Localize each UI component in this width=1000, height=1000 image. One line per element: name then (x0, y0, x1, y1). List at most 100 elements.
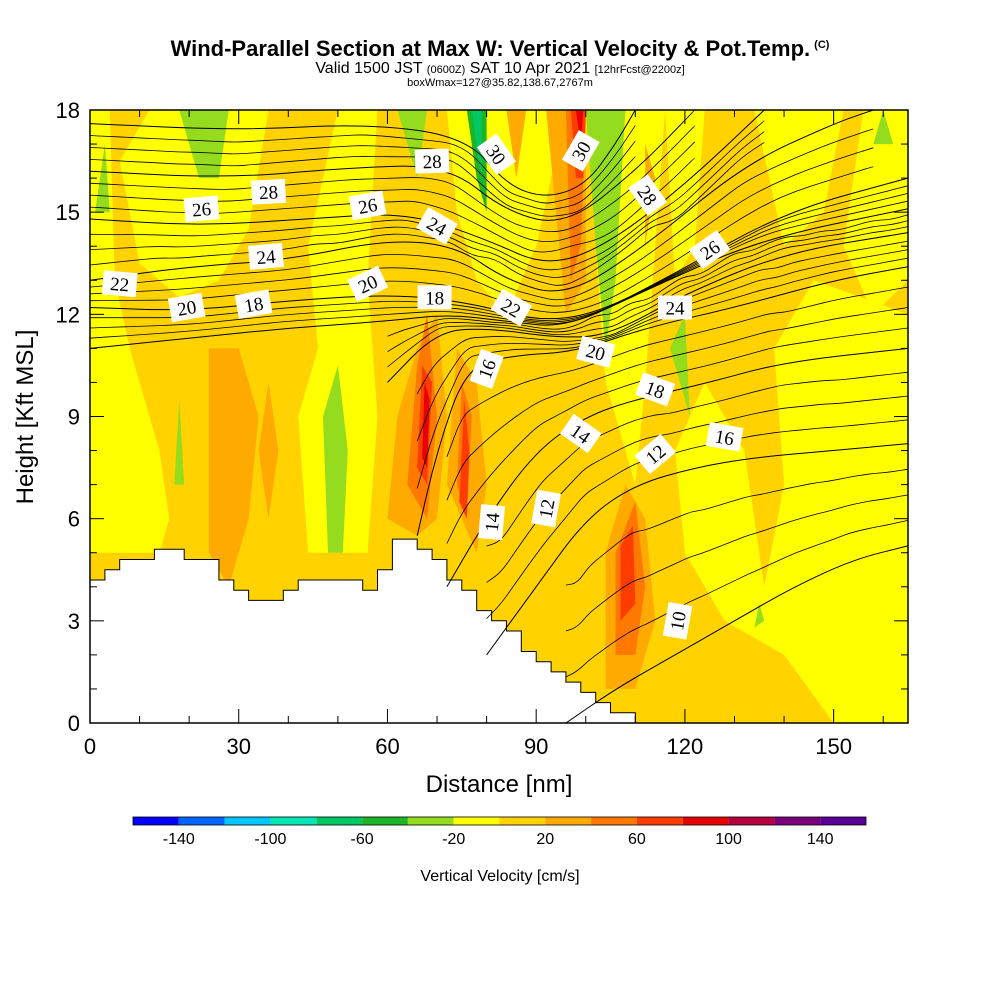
contour-label-2: 18 (234, 289, 273, 319)
valid-date: SAT 10 Apr 2021 (469, 60, 591, 77)
terrain-outline (90, 538, 908, 724)
contour-label-box (348, 190, 387, 221)
contour-label-box (478, 504, 506, 541)
colorbar-segment-8 (499, 817, 546, 825)
contour-label-box (688, 230, 731, 270)
velocity-region-13 (323, 365, 348, 553)
theta-contour-minor-26-2 (90, 141, 696, 242)
terrain-mask (90, 538, 908, 724)
velocity-region-37 (422, 382, 430, 468)
contour-label-box (167, 292, 206, 323)
theta-contour-minor-22-1 (90, 166, 874, 313)
theta-contour-minor-20-1 (90, 200, 908, 339)
contour-label-box (531, 489, 561, 528)
chart-title-text: Wind-Parallel Section at Max W: Vertical… (170, 36, 811, 61)
x-tick-label: 30 (226, 734, 250, 759)
theta-contour-12 (486, 443, 908, 656)
velocity-region-17 (754, 603, 765, 628)
theta-contour-minor-10-1 (565, 520, 908, 678)
colorbar-tick-label: -100 (254, 831, 286, 848)
theta-contour-minor-14-2 (446, 307, 908, 501)
contour-label-box (576, 335, 616, 368)
contour-label-box (561, 130, 600, 172)
velocity-region-6 (665, 110, 705, 281)
velocity-region-25 (506, 110, 527, 179)
contour-label-4: 28 (250, 178, 287, 205)
colorbar-segment-9 (545, 817, 592, 825)
contour-label-0: 22 (101, 270, 138, 298)
colorbar-segment-6 (407, 817, 454, 825)
contour-label-text: 28 (259, 182, 279, 204)
colorbar-segment-1 (178, 817, 225, 825)
valid-time: Valid 1500 JST (315, 60, 423, 77)
contour-label-text: 24 (256, 247, 277, 270)
contour-label-text: 26 (191, 199, 212, 222)
colorbar-segment-14 (774, 817, 821, 825)
theta-contour-30 (90, 110, 636, 196)
velocity-region-3 (298, 110, 378, 553)
theta-contour-minor-12-3 (486, 371, 908, 547)
colorbar-segment-10 (591, 817, 637, 825)
contour-label-box (416, 206, 458, 245)
contour-label-box (658, 295, 692, 320)
theta-contour-10 (565, 545, 908, 723)
x-tick-label: 150 (815, 734, 852, 759)
contour-label-box (417, 285, 452, 310)
x-tick-label: 0 (84, 734, 96, 759)
theta-contour-18 (387, 232, 908, 383)
contour-label-text: 28 (422, 152, 442, 174)
contour-label-3: 26 (183, 195, 220, 223)
x-tick-label: 90 (524, 734, 548, 759)
y-axis-title: Height [Kft MSL] (12, 330, 39, 505)
contour-label-1: 20 (167, 292, 206, 323)
colorbar-tick-label: 20 (536, 831, 554, 848)
theta-contour-minor-20-2 (90, 193, 908, 329)
x-tick-label: 120 (667, 734, 704, 759)
chart-subtitle: Valid 1500 JST (0600Z) SAT 10 Apr 2021 [… (0, 60, 1000, 78)
theta-contour-minor-18-3 (387, 214, 908, 337)
contour-label-box (635, 372, 676, 407)
contour-label-box (347, 265, 389, 302)
contour-label-5: 24 (248, 242, 284, 270)
colorbar-segment-7 (453, 817, 500, 825)
forecast-info: [12hrFcst@2200z] (594, 64, 685, 76)
velocity-region-11 (179, 110, 229, 179)
contour-label-text: 22 (109, 274, 130, 297)
contour-label-25: 10 (662, 601, 693, 640)
theta-contour-24 (90, 110, 874, 292)
y-tick-label: 9 (68, 405, 80, 430)
velocity-region-19 (466, 110, 487, 213)
theta-contour-minor-26-1 (90, 157, 696, 253)
contour-label-text: 20 (583, 341, 607, 366)
velocity-region-22 (258, 382, 279, 519)
theta-contour-minor-22-2 (90, 147, 874, 307)
y-tick-label: 12 (56, 302, 80, 327)
velocity-region-10 (95, 144, 110, 213)
valid-time-utc: (0600Z) (426, 64, 466, 76)
theta-contour-minor-14-3 (446, 286, 908, 458)
terrain-fill (90, 539, 908, 723)
theta-contour-minor-18-2 (387, 220, 908, 353)
velocity-region-34 (459, 399, 470, 519)
colorbar-tick-label: 100 (715, 831, 742, 848)
contour-label-20: 16 (705, 422, 744, 452)
theta-contour-minor-24-1 (90, 142, 765, 286)
contour-label-box (476, 133, 517, 176)
contour-label-text: 24 (666, 299, 686, 320)
velocity-region-21 (209, 348, 259, 587)
chart-title: Wind-Parallel Section at Max W: Vertical… (0, 36, 1000, 62)
theta-contour-minor-10-3 (565, 468, 908, 586)
colorbar-tick-label: 60 (628, 831, 646, 848)
contour-label-box (628, 174, 668, 216)
colorbar-tick-label: 140 (807, 831, 834, 848)
velocity-region-38 (575, 110, 584, 145)
contour-label-box (634, 433, 676, 475)
contour-label-17: 24 (658, 295, 692, 320)
contour-label-box (101, 270, 138, 298)
colorbar-frame (132, 816, 867, 826)
velocity-region-9 (843, 110, 908, 315)
x-axis-title: Distance [nm] (426, 771, 573, 798)
contour-label-13: 16 (469, 348, 504, 389)
theta-contour-minor-26-3 (90, 125, 696, 233)
